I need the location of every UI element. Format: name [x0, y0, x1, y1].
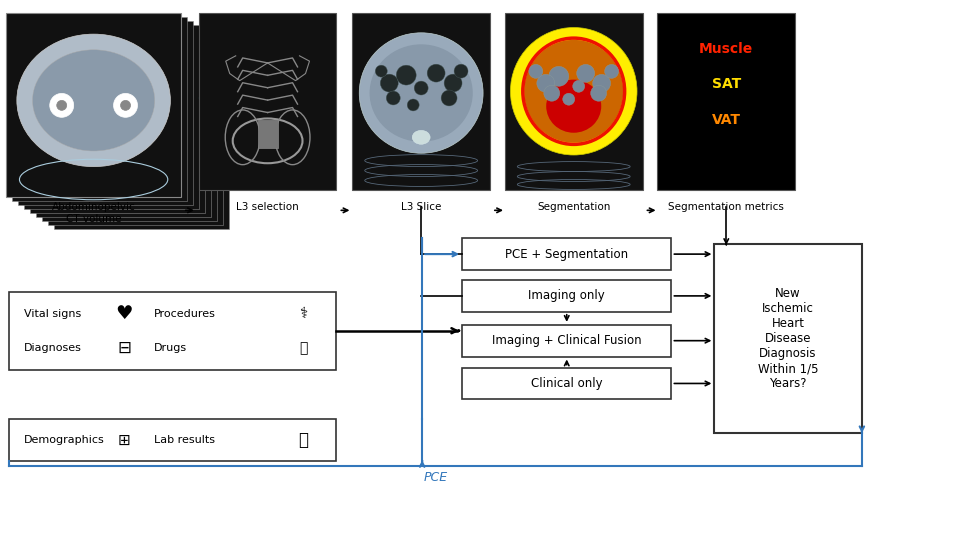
Text: ⬛: ⬛ [300, 341, 308, 355]
FancyBboxPatch shape [714, 244, 862, 433]
Circle shape [408, 99, 419, 111]
Circle shape [50, 93, 74, 118]
Circle shape [537, 75, 555, 92]
Text: Segmentation metrics: Segmentation metrics [668, 203, 784, 213]
Text: Demographics: Demographics [24, 435, 105, 445]
FancyBboxPatch shape [462, 368, 672, 400]
Circle shape [380, 74, 398, 92]
Text: Imaging only: Imaging only [528, 289, 605, 302]
Text: Clinical only: Clinical only [531, 377, 603, 390]
FancyBboxPatch shape [31, 29, 205, 213]
Text: L3 Slice: L3 Slice [401, 203, 441, 213]
Circle shape [441, 90, 457, 106]
FancyBboxPatch shape [36, 33, 211, 217]
Text: Segmentation: Segmentation [537, 203, 611, 213]
Circle shape [121, 100, 130, 110]
Circle shape [548, 66, 568, 86]
Circle shape [572, 80, 585, 92]
Circle shape [529, 65, 543, 78]
Ellipse shape [17, 34, 170, 167]
FancyBboxPatch shape [257, 120, 278, 148]
FancyBboxPatch shape [10, 292, 337, 369]
Ellipse shape [524, 40, 623, 142]
Text: PCE + Segmentation: PCE + Segmentation [505, 248, 629, 261]
FancyBboxPatch shape [12, 17, 187, 201]
Circle shape [114, 93, 138, 118]
Circle shape [454, 64, 468, 78]
FancyBboxPatch shape [352, 13, 490, 190]
Circle shape [544, 86, 560, 101]
Circle shape [563, 93, 575, 105]
Text: Muscle: Muscle [700, 42, 753, 56]
FancyBboxPatch shape [10, 420, 337, 461]
Ellipse shape [359, 33, 483, 153]
FancyBboxPatch shape [24, 25, 199, 209]
Ellipse shape [369, 44, 473, 142]
Text: ♥: ♥ [115, 304, 133, 323]
Circle shape [605, 65, 618, 78]
Circle shape [444, 74, 462, 92]
Ellipse shape [33, 50, 155, 151]
FancyBboxPatch shape [462, 325, 672, 357]
Text: Lab results: Lab results [154, 435, 215, 445]
FancyBboxPatch shape [7, 13, 181, 198]
Text: SAT: SAT [712, 77, 741, 91]
FancyBboxPatch shape [55, 45, 229, 229]
Text: Imaging + Clinical Fusion: Imaging + Clinical Fusion [492, 334, 641, 347]
Text: VAT: VAT [712, 113, 741, 126]
Circle shape [427, 64, 445, 82]
Text: ⚕: ⚕ [300, 306, 307, 321]
Circle shape [590, 86, 607, 101]
Circle shape [414, 81, 428, 95]
Text: New
Ischemic
Heart
Disease
Diagnosis
Within 1/5
Years?: New Ischemic Heart Disease Diagnosis Wit… [758, 287, 818, 390]
Text: ⊞: ⊞ [118, 433, 130, 448]
FancyBboxPatch shape [462, 238, 672, 270]
FancyBboxPatch shape [199, 13, 337, 190]
FancyBboxPatch shape [48, 41, 223, 225]
Ellipse shape [412, 130, 430, 144]
Text: Drugs: Drugs [154, 343, 187, 353]
Text: Abdominopelvic
CT volume: Abdominopelvic CT volume [53, 203, 136, 224]
Text: Diagnoses: Diagnoses [24, 343, 82, 353]
FancyBboxPatch shape [18, 22, 192, 205]
Circle shape [56, 100, 67, 110]
FancyBboxPatch shape [42, 37, 217, 221]
Circle shape [375, 65, 388, 77]
Text: ⊟: ⊟ [117, 339, 131, 357]
Circle shape [387, 91, 400, 105]
Circle shape [396, 65, 416, 85]
Text: Procedures: Procedures [154, 309, 216, 319]
Circle shape [577, 65, 594, 82]
Ellipse shape [510, 28, 637, 155]
FancyBboxPatch shape [657, 13, 795, 190]
Text: L3 selection: L3 selection [236, 203, 299, 213]
Text: Vital signs: Vital signs [24, 309, 81, 319]
FancyBboxPatch shape [462, 280, 672, 312]
Ellipse shape [546, 79, 601, 132]
Text: ⧉: ⧉ [299, 431, 308, 449]
FancyBboxPatch shape [505, 13, 642, 190]
Text: PCE: PCE [424, 471, 448, 485]
Circle shape [592, 75, 611, 92]
